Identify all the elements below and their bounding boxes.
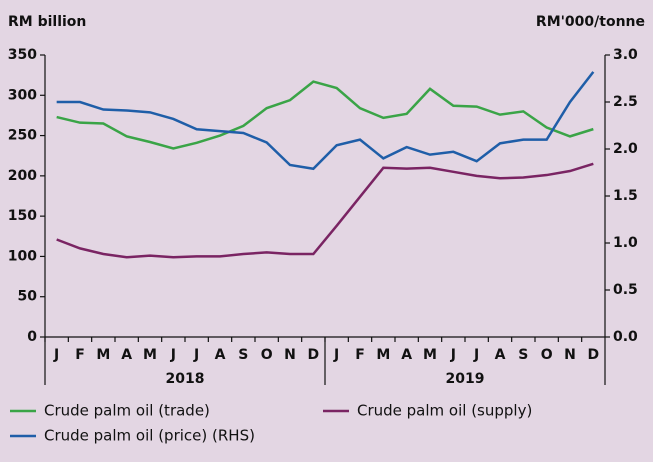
- y2-tick-label: 2.0: [613, 141, 638, 157]
- y2-tick-label: 0.5: [613, 282, 638, 298]
- y-tick-label: 150: [8, 208, 37, 224]
- x-tick-label: A: [401, 347, 412, 363]
- y-axis-label: RM billion: [8, 14, 86, 30]
- x-tick-label: M: [143, 347, 157, 363]
- y-tick-label: 0: [27, 329, 37, 345]
- x-tick-label: J: [193, 347, 199, 363]
- legend-label: Crude palm oil (supply): [357, 402, 532, 420]
- y2-tick-label: 1.0: [613, 235, 638, 251]
- y-tick-label: 350: [8, 47, 37, 63]
- y-tick-label: 200: [8, 168, 37, 184]
- x-tick-label: F: [355, 347, 365, 363]
- y2-tick-label: 0.0: [613, 329, 638, 345]
- y-tick-label: 100: [8, 248, 37, 264]
- x-tick-label: D: [588, 347, 600, 363]
- y2-tick-label: 3.0: [613, 47, 638, 63]
- x-tick-label: O: [541, 347, 553, 363]
- series-line: [56, 162, 594, 259]
- y2-tick-label: 1.5: [613, 188, 638, 204]
- y2-tick-label: 2.5: [613, 94, 638, 110]
- series-line: [56, 71, 595, 171]
- series-line: [56, 80, 594, 150]
- y-tick-label: 300: [8, 87, 37, 103]
- x-tick-label: A: [215, 347, 226, 363]
- year-label: 2019: [446, 371, 485, 387]
- x-tick-label: M: [423, 347, 437, 363]
- x-tick-label: J: [333, 347, 339, 363]
- y-tick-label: 50: [18, 289, 38, 305]
- x-tick-label: M: [96, 347, 110, 363]
- year-label: 2018: [166, 371, 205, 387]
- x-tick-label: J: [473, 347, 479, 363]
- x-tick-label: F: [75, 347, 85, 363]
- x-tick-label: J: [450, 347, 456, 363]
- x-tick-label: J: [53, 347, 59, 363]
- x-tick-label: A: [121, 347, 132, 363]
- y-tick-label: 250: [8, 128, 37, 144]
- x-tick-label: M: [376, 347, 390, 363]
- x-tick-label: D: [308, 347, 320, 363]
- x-tick-label: O: [261, 347, 273, 363]
- x-tick-label: S: [238, 347, 248, 363]
- legend-label: Crude palm oil (trade): [44, 402, 210, 420]
- x-tick-label: A: [495, 347, 506, 363]
- x-tick-label: S: [518, 347, 528, 363]
- x-tick-label: N: [564, 347, 576, 363]
- x-tick-label: J: [170, 347, 176, 363]
- legend-label: Crude palm oil (price) (RHS): [44, 427, 255, 445]
- x-tick-label: N: [284, 347, 296, 363]
- y2-axis-label: RM'000/tonne: [536, 14, 645, 30]
